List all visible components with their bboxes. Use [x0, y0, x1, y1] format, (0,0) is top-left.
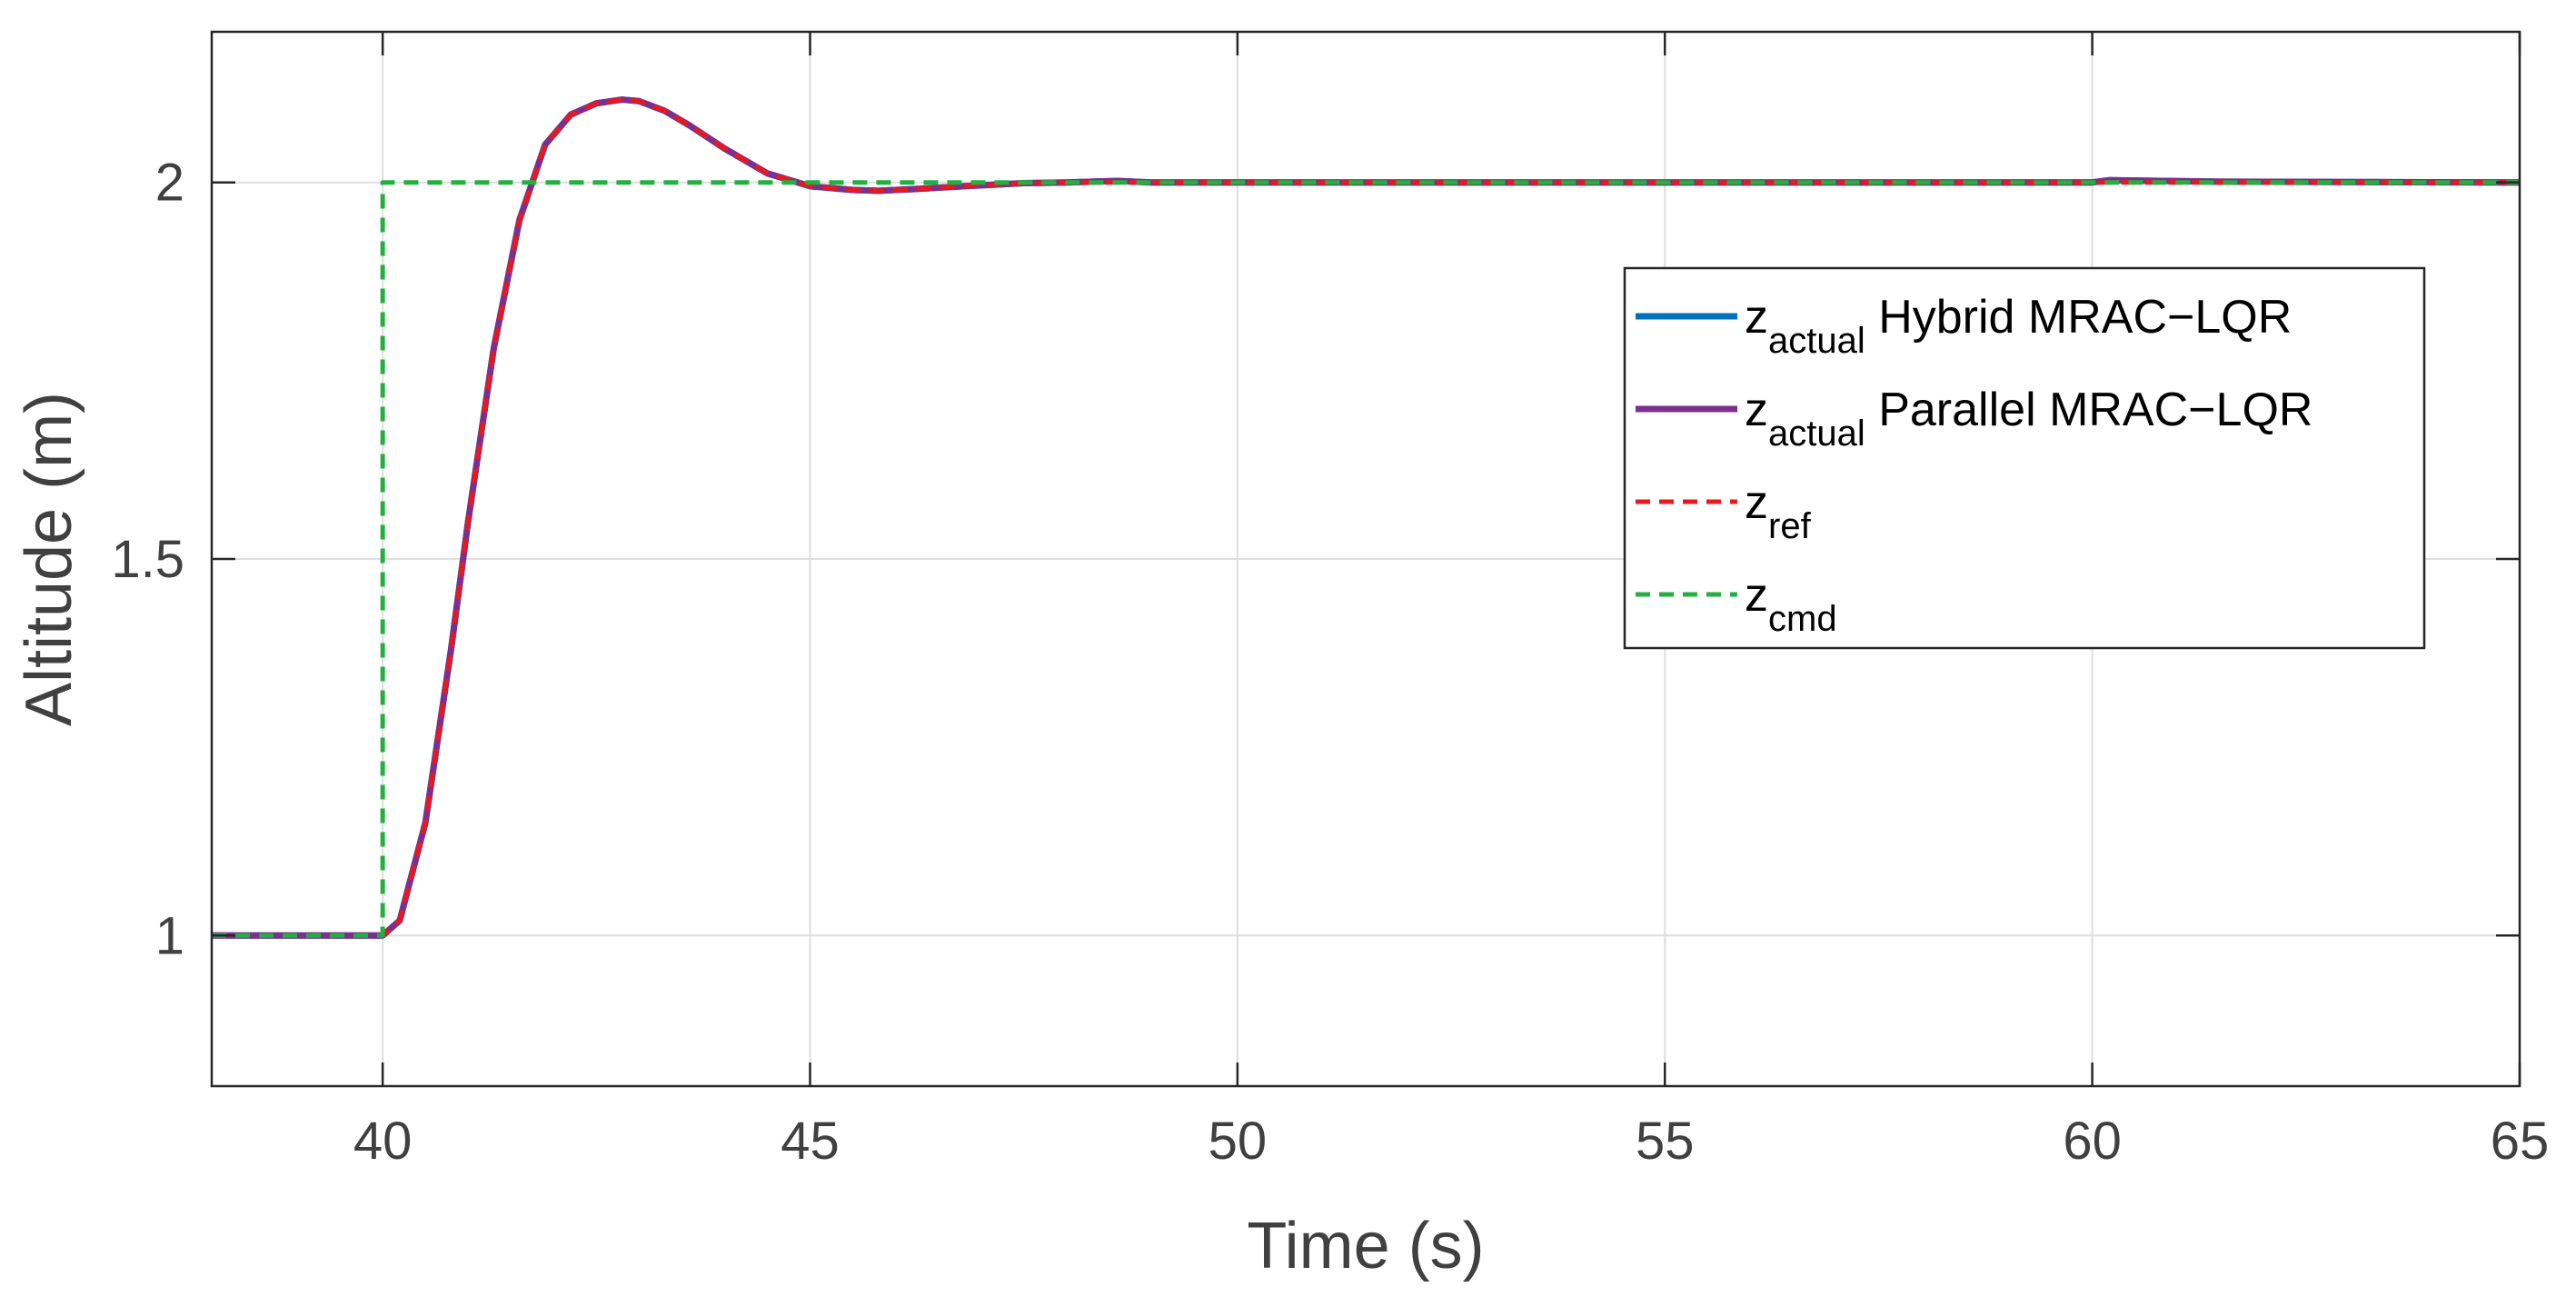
legend-box [1623, 266, 2426, 650]
x-tick-label: 60 [2063, 1112, 2122, 1171]
y-tick-label: 2 [155, 154, 184, 213]
x-tick-label: 55 [1636, 1112, 1695, 1171]
x-tick-label: 65 [2491, 1112, 2550, 1171]
series-layer [212, 96, 2520, 939]
y-tick-label: 1 [155, 906, 184, 965]
legend-entries: zactual Hybrid MRAC−LQR zactual Parallel … [1636, 291, 2312, 639]
legend-label-z-cmd: zcmd [1745, 569, 1837, 639]
tick-labels: 40 45 50 55 60 65 1 1.5 2 [111, 154, 2549, 1171]
y-axis-title: Altitude (m) [13, 392, 85, 726]
x-tick-label: 50 [1208, 1112, 1268, 1171]
series-line-z-cmd [212, 180, 2520, 938]
legend-label-z-actual-parallel-mrac-lqr: zactual Parallel MRAC−LQR [1745, 384, 2312, 454]
y-tick-label: 1.5 [111, 530, 184, 589]
x-axis-title: Time (s) [1247, 1210, 1484, 1282]
legend-label-z-actual-hybrid-mrac-lqr: zactual Hybrid MRAC−LQR [1745, 291, 2292, 361]
x-tick-label: 40 [353, 1112, 413, 1171]
legend: zactual Hybrid MRAC−LQR zactual Parallel … [1623, 266, 2426, 650]
legend-label-z-ref: zref [1745, 476, 1812, 546]
tick-marks [212, 32, 2521, 1086]
x-tick-label: 45 [781, 1112, 840, 1171]
